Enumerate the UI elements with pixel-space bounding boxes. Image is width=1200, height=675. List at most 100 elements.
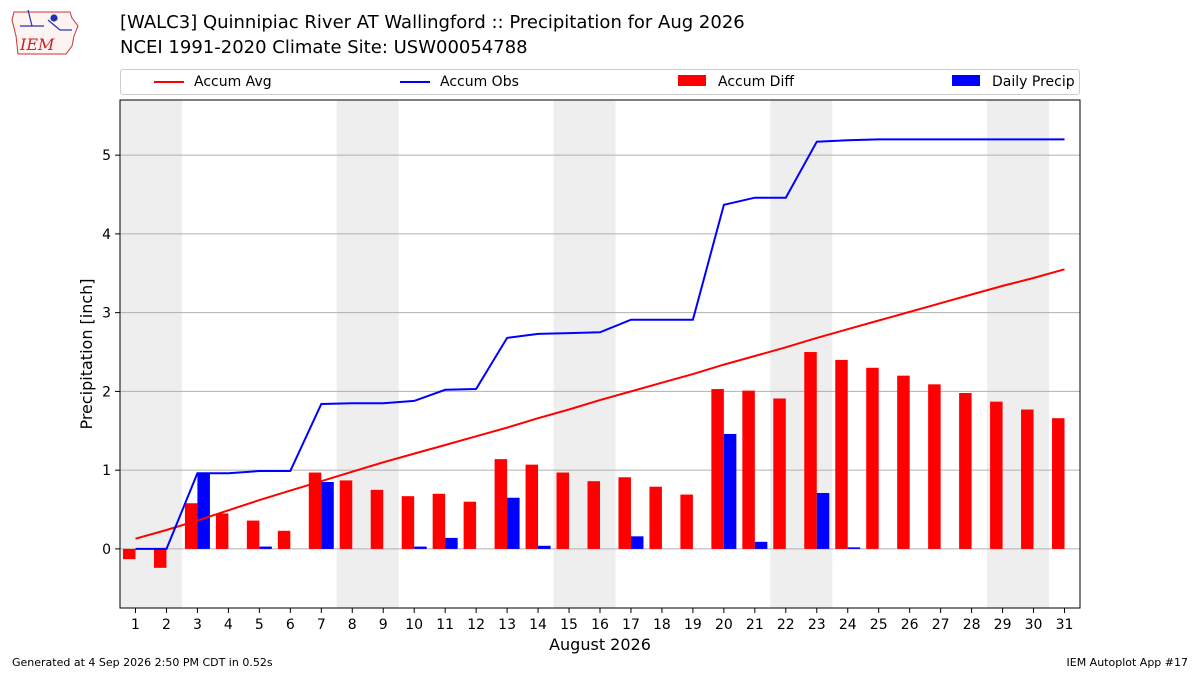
bar-accum-diff-31 <box>1052 418 1065 549</box>
chart-title: [WALC3] Quinnipiac River AT Wallingford … <box>120 12 745 33</box>
tick-label-x-11: 11 <box>436 617 454 633</box>
bar-accum-diff-23 <box>804 352 817 549</box>
tick-label-x-3: 3 <box>193 617 202 633</box>
legend-label-daily-precip: Daily Precip <box>992 74 1075 90</box>
bar-accum-diff-8 <box>339 480 353 549</box>
bar-daily-precip-11 <box>445 537 458 549</box>
tick-label-x-13: 13 <box>498 617 516 633</box>
bar-daily-precip-17 <box>630 536 644 549</box>
tick-label-x-15: 15 <box>560 617 578 633</box>
bar-accum-diff-28 <box>959 392 972 549</box>
footer-app: IEM Autoplot App #17 <box>1066 656 1189 669</box>
bar-daily-precip-5 <box>259 546 272 549</box>
iem-logo: IEM <box>11 9 79 55</box>
bar-accum-diff-4 <box>215 513 229 549</box>
legend-label-accum-obs: Accum Obs <box>440 74 519 90</box>
bar-daily-precip-13 <box>507 497 520 549</box>
line-accum-avg <box>135 268 1065 540</box>
bar-accum-diff-17 <box>618 477 631 549</box>
y-axis-ticks: 0 1 2 3 4 5 <box>102 148 120 558</box>
bar-accum-diff-25 <box>866 367 879 549</box>
logo-text: IEM <box>19 35 55 54</box>
legend-label-accum-diff: Accum Diff <box>718 74 795 90</box>
tick-label-x-6: 6 <box>286 617 295 633</box>
tick-label-x-14: 14 <box>529 617 547 633</box>
bar-daily-precip-21 <box>754 541 768 549</box>
tick-label-x-8: 8 <box>348 617 357 633</box>
weather-station-icon <box>20 9 72 31</box>
bar-accum-diff-21 <box>742 390 755 549</box>
tick-label-x-31: 31 <box>1056 617 1074 633</box>
x-axis-ticks: 1 2 3 4 5 6 7 8 9 10 11 12 13 14 15 16 17 18 19 20 21 22 23 24 2… <box>131 608 1073 633</box>
lines <box>135 138 1065 550</box>
y-axis-label: Precipitation [inch] <box>77 278 96 429</box>
tick-label-x-5: 5 <box>255 617 264 633</box>
tick-label-x-27: 27 <box>932 617 950 633</box>
tick-label-x-16: 16 <box>591 617 609 633</box>
legend-label-accum-avg: Accum Avg <box>194 74 272 90</box>
tick-label-x-30: 30 <box>1025 617 1043 633</box>
line-accum-obs <box>135 138 1065 550</box>
footer-generated: Generated at 4 Sep 2026 2:50 PM CDT in 0… <box>12 656 273 669</box>
tick-label-x-10: 10 <box>405 617 423 633</box>
tick-label-x-7: 7 <box>317 617 326 633</box>
bar-daily-precip-14 <box>538 545 551 549</box>
legend: Accum Avg Accum Obs Accum Diff Daily Pre… <box>120 69 1080 95</box>
tick-label-y-5: 5 <box>102 148 111 164</box>
bar-accum-diff-16 <box>587 481 600 549</box>
tick-label-x-24: 24 <box>839 617 857 633</box>
tick-label-y-2: 2 <box>102 384 111 400</box>
bars <box>122 352 1065 568</box>
legend-swatch-daily-precip <box>952 75 980 86</box>
bar-accum-diff-7 <box>308 472 322 549</box>
bar-accum-diff-29 <box>990 401 1003 549</box>
tick-label-x-23: 23 <box>808 617 826 633</box>
tick-label-x-2: 2 <box>162 617 171 633</box>
tick-label-x-25: 25 <box>870 617 888 633</box>
tick-label-x-12: 12 <box>467 617 485 633</box>
bar-accum-diff-6 <box>277 530 291 549</box>
tick-label-x-21: 21 <box>746 617 764 633</box>
bar-accum-diff-30 <box>1021 409 1034 549</box>
tick-label-x-28: 28 <box>963 617 981 633</box>
legend-swatch-accum-diff <box>678 75 706 86</box>
bar-daily-precip-24 <box>847 547 861 549</box>
bar-accum-diff-5 <box>246 520 260 549</box>
tick-label-y-4: 4 <box>102 227 111 243</box>
tick-label-x-26: 26 <box>901 617 919 633</box>
tick-label-x-22: 22 <box>777 617 795 633</box>
bar-daily-precip-7 <box>321 481 334 549</box>
bar-accum-diff-20 <box>711 389 724 549</box>
bar-accum-diff-24 <box>835 359 848 549</box>
tick-label-x-19: 19 <box>684 617 702 633</box>
bar-accum-diff-10 <box>401 496 415 549</box>
x-axis-label: August 2026 <box>549 635 651 654</box>
bar-daily-precip-3 <box>197 473 210 549</box>
bar-accum-diff-1 <box>122 548 136 560</box>
bar-accum-diff-3 <box>184 503 198 549</box>
tick-label-x-18: 18 <box>653 617 671 633</box>
tick-label-y-1: 1 <box>102 463 111 479</box>
tick-label-x-9: 9 <box>379 617 388 633</box>
bar-accum-diff-22 <box>773 398 786 549</box>
legend-swatch-accum-obs <box>400 81 430 83</box>
bar-accum-diff-13 <box>494 459 508 549</box>
tick-label-x-20: 20 <box>715 617 733 633</box>
bar-accum-diff-19 <box>680 494 693 549</box>
bar-accum-diff-2 <box>153 548 167 568</box>
bar-accum-diff-27 <box>928 384 941 549</box>
bar-accum-diff-18 <box>649 486 662 549</box>
bar-daily-precip-20 <box>723 433 737 549</box>
tick-label-x-17: 17 <box>622 617 640 633</box>
bar-accum-diff-14 <box>525 464 539 549</box>
bar-accum-diff-11 <box>432 493 446 549</box>
bar-accum-diff-9 <box>370 489 384 549</box>
bar-accum-diff-15 <box>556 472 570 549</box>
bar-daily-precip-23 <box>816 493 830 549</box>
tick-label-y-3: 3 <box>102 306 111 322</box>
iowa-map-outline <box>11 11 79 55</box>
weekend-shade-1-2 <box>120 100 182 608</box>
tick-label-x-4: 4 <box>224 617 233 633</box>
bar-accum-diff-26 <box>897 375 910 549</box>
